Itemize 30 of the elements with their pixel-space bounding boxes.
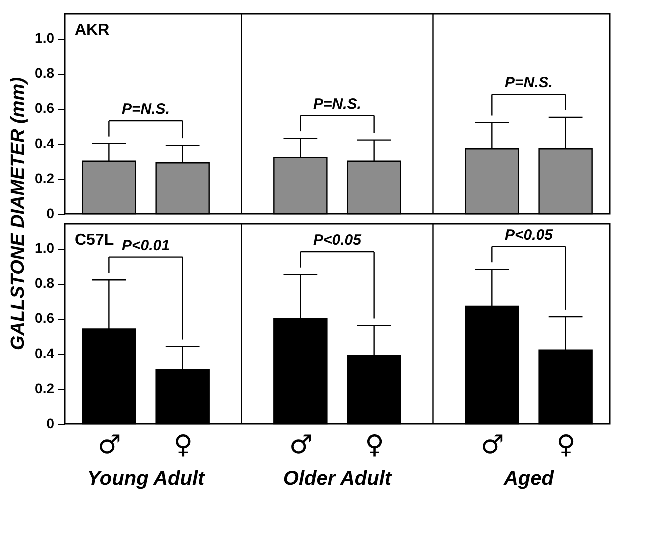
annotation: P=N.S.: [122, 101, 170, 118]
y-tick-label: 0.4: [35, 135, 55, 152]
x-tick-label: ♀: [365, 430, 384, 460]
annotation: P<0.01: [122, 237, 170, 254]
y-tick-label: 0.2: [35, 170, 55, 186]
x-tick-label: ♀: [556, 430, 576, 460]
x-tick-label: ♂: [98, 430, 122, 460]
y-tick-label: 1.0: [35, 240, 55, 256]
text: Aged: [502, 468, 555, 490]
x-tick-label: ♂: [290, 430, 313, 460]
y-tick-label: 0: [46, 416, 55, 432]
text: Older Adult: [283, 468, 393, 490]
annotation: P<0.05: [314, 232, 362, 250]
y-tick-label: 1.0: [35, 30, 55, 46]
y-tick-label: 0.8: [35, 275, 55, 292]
y-tick-label: 0.6: [35, 310, 55, 326]
annotation: P=N.S.: [314, 96, 362, 113]
text: Young Adult: [87, 468, 206, 490]
x-tick-label: ♀: [174, 430, 193, 460]
y-axis-title: GALLSTONE DIAMETER (mm): [8, 77, 29, 351]
y-tick-label: 0.8: [35, 65, 55, 82]
y-tick-label: 0: [46, 206, 55, 222]
annotation: P<0.05: [505, 226, 554, 244]
y-tick-label: 0.2: [35, 380, 55, 396]
chart-title: AKR: [75, 22, 110, 39]
chart-title: C57L: [75, 232, 114, 249]
x-tick-label: ♂: [481, 430, 504, 460]
y-tick-label: 0.6: [35, 100, 55, 116]
y-tick-label: 0.4: [35, 345, 55, 362]
annotation: P=N.S.: [505, 74, 553, 92]
